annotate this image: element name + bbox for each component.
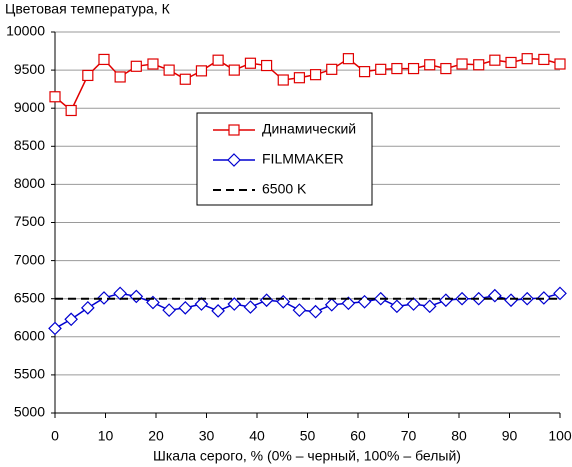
marker [504,293,518,308]
marker [260,59,273,72]
marker [456,58,468,70]
marker [342,53,355,65]
marker [292,303,307,317]
marker [391,62,403,75]
marker [147,58,159,70]
x-tick-label: 80 [451,428,467,444]
legend-label: Динамический [262,121,356,137]
marker [163,64,175,76]
marker [130,60,142,72]
x-tick-label: 60 [350,428,366,444]
marker [228,64,240,76]
y-tick-label: 7500 [14,213,45,229]
y-tick-label: 8500 [14,137,45,153]
marker [82,69,94,82]
marker [227,297,242,311]
marker [98,53,110,66]
marker [48,321,62,336]
marker [64,312,79,327]
marker [243,300,258,314]
marker [194,297,209,311]
marker [65,104,77,117]
marker [505,56,517,69]
marker [375,63,387,75]
marker [358,66,371,78]
marker [553,286,567,301]
marker [407,62,420,75]
marker [162,303,176,317]
y-tick-label: 8000 [14,175,45,191]
marker [390,299,404,314]
x-tick-label: 90 [502,428,518,444]
y-tick-label: 9000 [14,99,45,115]
marker [357,294,372,309]
y-tick-label: 6500 [14,289,45,305]
x-tick-label: 20 [148,428,164,444]
marker [489,54,501,66]
x-tick-label: 0 [51,428,59,444]
marker [97,291,111,305]
marker [276,294,291,309]
marker [277,74,289,86]
marker [326,63,338,75]
x-axis-title: Шкала серого, % (0% – черный, 100% – бел… [153,448,461,464]
marker [424,59,436,71]
marker [114,71,126,83]
marker [554,58,566,70]
marker [473,59,485,71]
x-tick-label: 100 [548,428,572,444]
marker [308,304,323,319]
marker [406,297,421,311]
marker [440,62,452,75]
x-tick-label: 40 [249,428,265,444]
y-tick-label: 7000 [14,251,45,267]
y-tick-label: 5000 [14,404,45,420]
y-tick-label: 5500 [14,366,45,382]
marker [49,91,61,103]
y-tick-label: 6000 [14,328,45,344]
marker [80,300,95,315]
marker [259,293,274,308]
marker [309,69,322,81]
marker [324,297,339,312]
marker [195,65,208,77]
x-tick-label: 10 [98,428,114,444]
marker [228,124,240,136]
y-axis-title: Цветовая температура, К [5,1,171,17]
marker [244,57,257,69]
x-tick-label: 70 [401,428,417,444]
marker [227,153,241,167]
marker [212,54,224,66]
marker [113,286,127,301]
legend-label: FILMMAKER [262,151,344,167]
marker [538,53,550,66]
marker [211,304,225,318]
y-tick-label: 10000 [6,23,45,39]
marker [341,296,356,311]
marker [179,73,191,85]
marker [488,288,502,303]
y-tick-label: 9500 [14,61,45,77]
marker [422,299,437,314]
x-tick-label: 50 [300,428,316,444]
x-tick-label: 30 [199,428,215,444]
marker [293,72,306,84]
marker [178,300,193,315]
legend-label: 6500 K [262,181,307,197]
marker [129,289,144,304]
marker [439,293,453,308]
marker [521,53,533,65]
